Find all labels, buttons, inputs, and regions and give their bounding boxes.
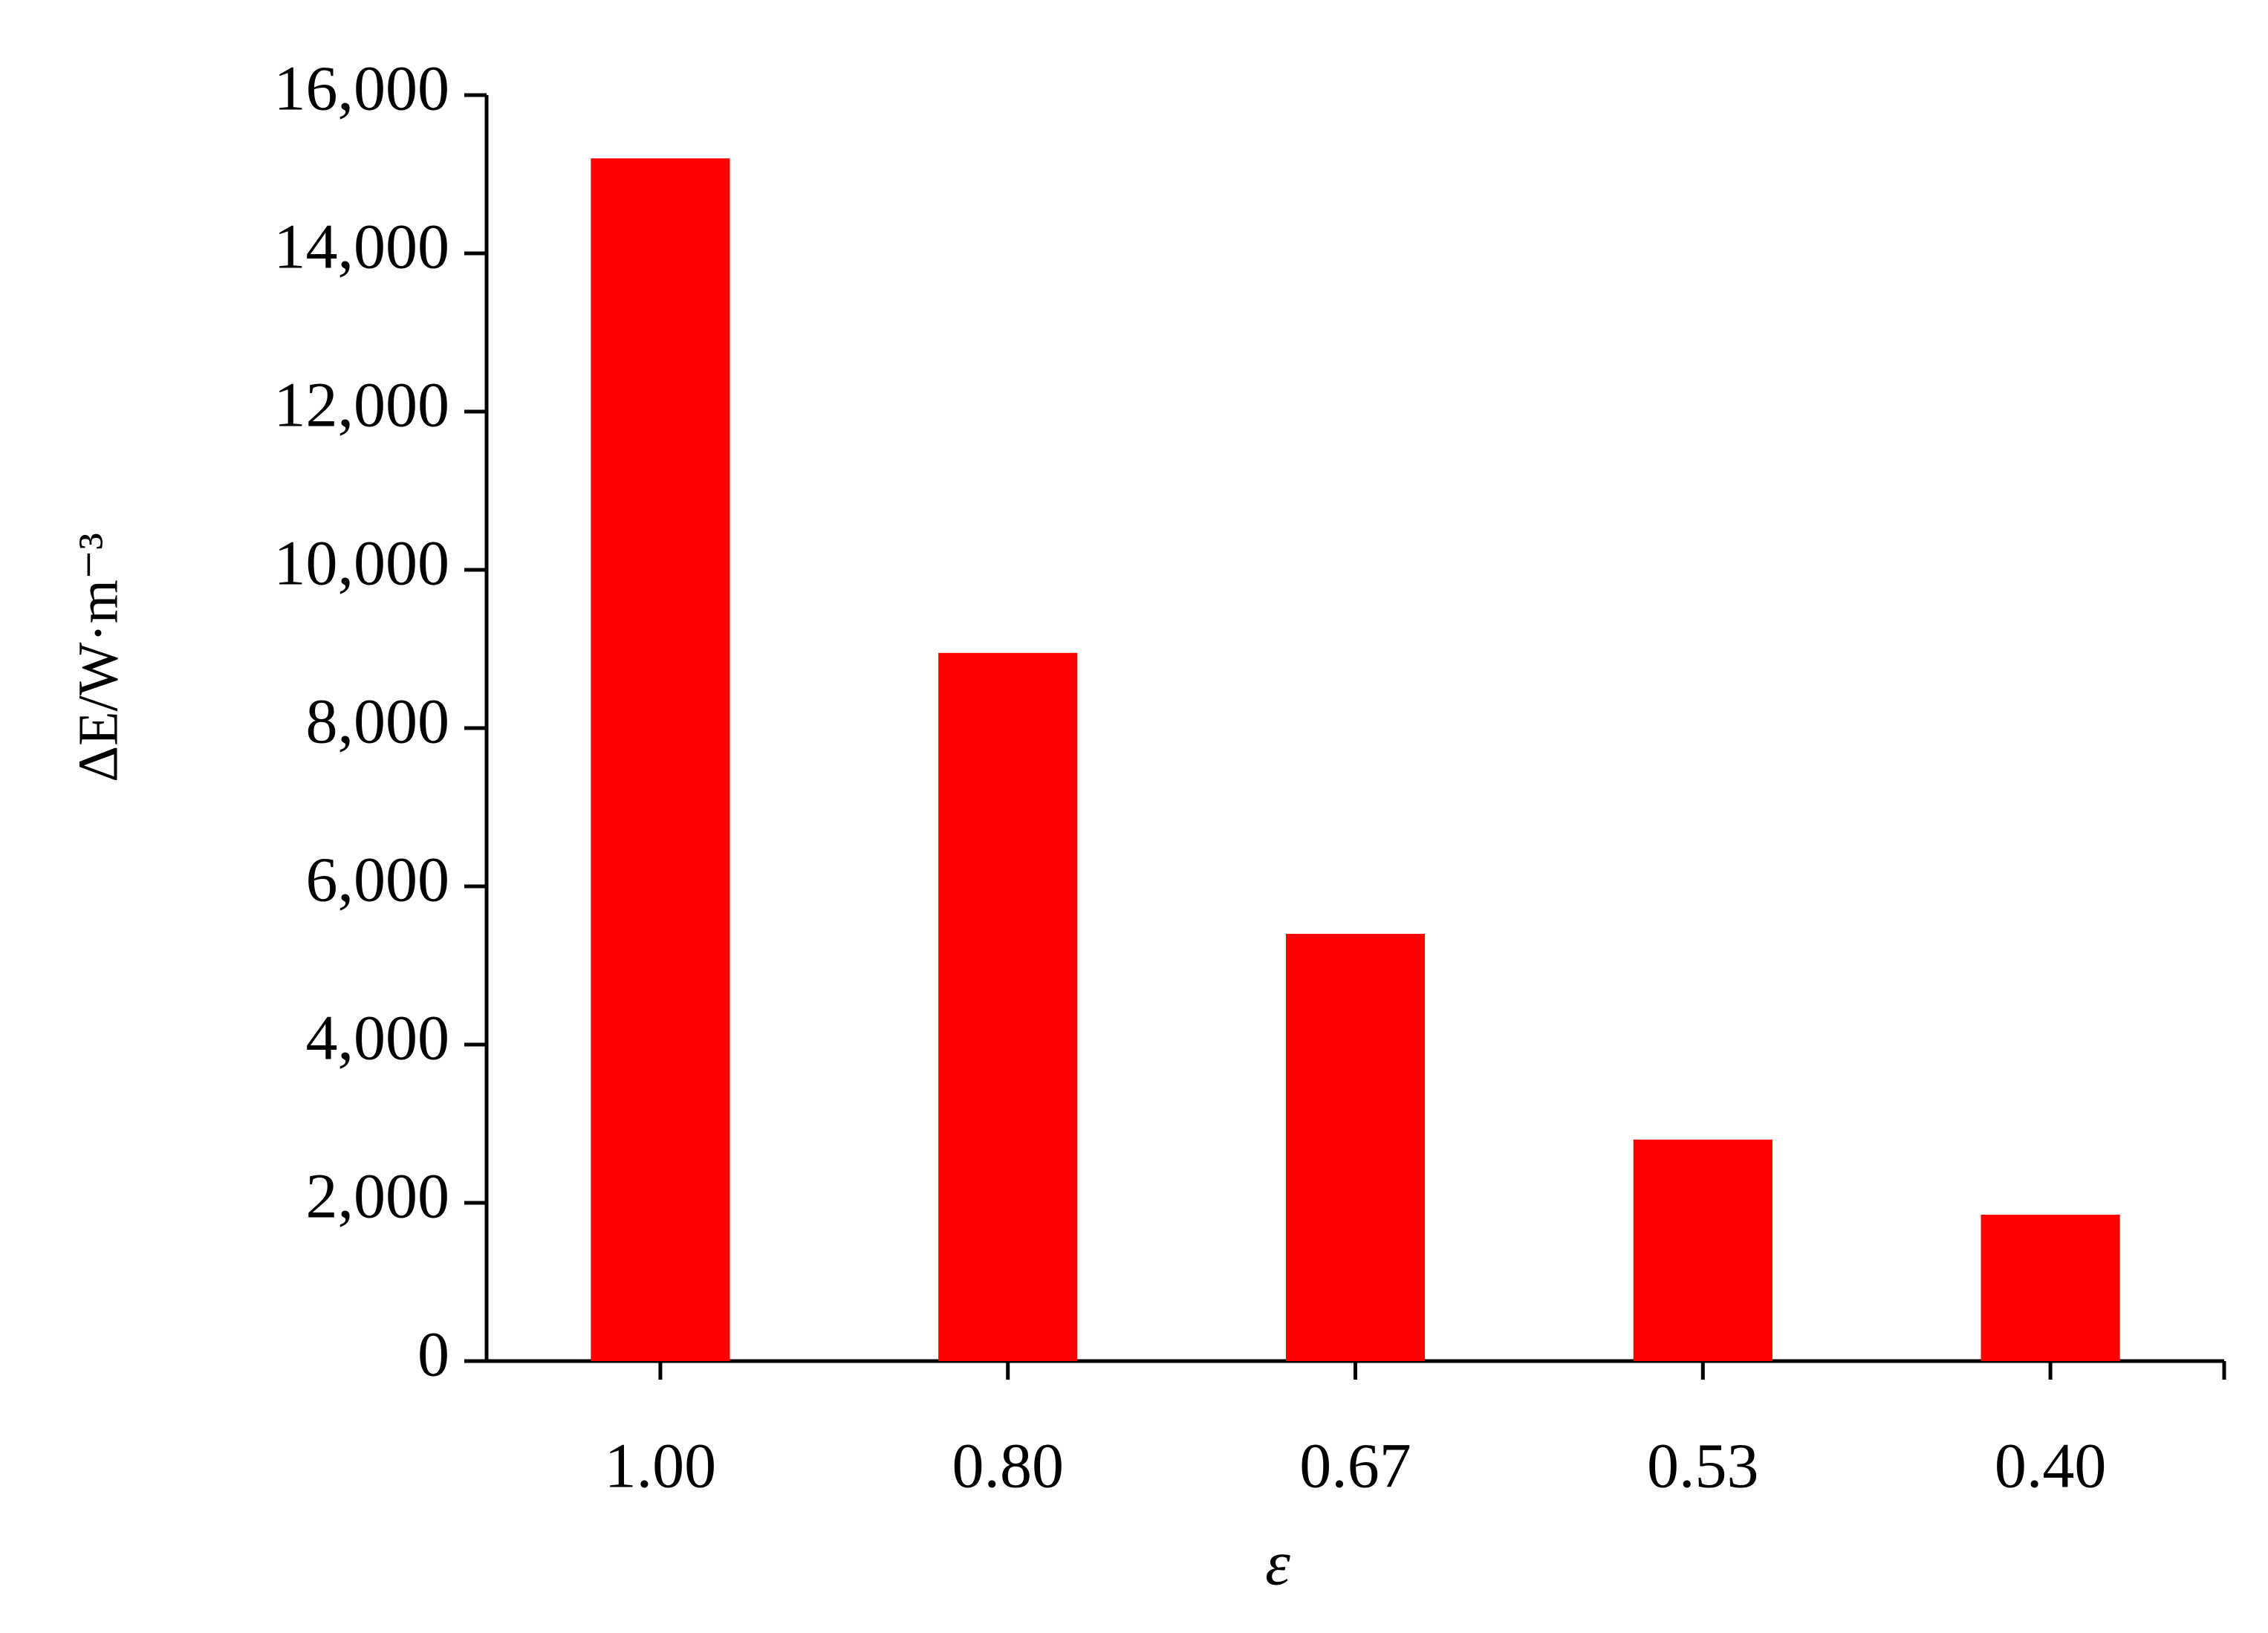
y-tick-label: 6,000 (306, 844, 450, 915)
x-tick-label: 0.67 (1299, 1430, 1411, 1501)
y-tick-label: 12,000 (274, 369, 450, 441)
bar (1981, 1214, 2120, 1361)
x-axis-label: ε (1265, 1528, 1290, 1599)
bar (591, 158, 730, 1362)
x-tick-label: 0.40 (1995, 1430, 2107, 1501)
y-tick-label: 4,000 (306, 1002, 450, 1074)
bar (1633, 1139, 1773, 1361)
y-tick-label: 0 (417, 1319, 449, 1390)
x-tick-label: 1.00 (605, 1430, 717, 1501)
bar (938, 652, 1078, 1361)
y-tick-label: 2,000 (306, 1160, 450, 1232)
y-tick-label: 16,000 (274, 53, 450, 124)
y-tick-label: 10,000 (274, 527, 450, 599)
y-tick-label: 14,000 (274, 211, 450, 282)
bar (1285, 933, 1426, 1361)
y-tick-label: 8,000 (306, 686, 450, 757)
x-tick-label: 0.80 (952, 1430, 1064, 1501)
x-tick-label: 0.53 (1647, 1430, 1759, 1501)
y-axis-label: ΔE/W·m⁻³ (67, 533, 129, 782)
